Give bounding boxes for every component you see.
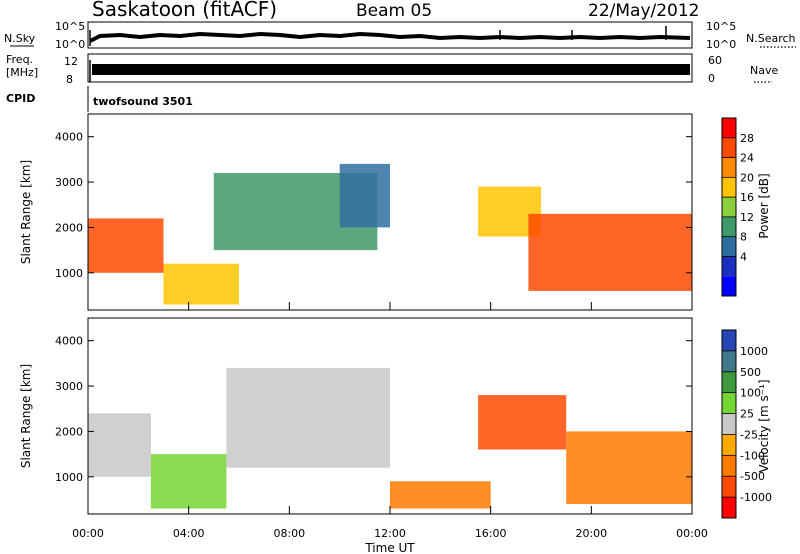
cpid-row: CPID twofsound 3501: [6, 86, 193, 112]
velocity-cbar-segment-6: [722, 455, 736, 477]
power-ytick-label-3: 1000: [55, 267, 83, 280]
nsearch-tick-bottom: 10^0: [706, 38, 736, 51]
velocity-band-2: [226, 367, 390, 468]
freq-label-line2: [MHz]: [6, 66, 38, 79]
power-colorbar-label: Power [dB]: [757, 173, 771, 238]
station-title: Saskatoon (fitACF): [92, 0, 277, 21]
power-ytick-label-1: 3000: [55, 176, 83, 189]
velocity-colorbar-label: Velocity [m s⁻¹]: [757, 379, 771, 472]
power-cbar-segment-4: [722, 197, 736, 217]
nsky-tick-top: 10^5: [55, 20, 85, 33]
velocity-ytick-label-2: 2000: [55, 425, 83, 438]
velocity-cbar-segment-4: [722, 413, 736, 435]
velocity-cbar-segment-3: [722, 392, 736, 414]
power-cbar-tick-label-0: 28: [740, 132, 754, 145]
power-heatmap: [88, 163, 692, 305]
velocity-colorbar: 1000 500 100 25 -25 -100 -500 -1000: [721, 329, 772, 519]
velocity-cbar-segment-2: [722, 371, 736, 393]
power-cbar-segment-6: [722, 236, 736, 257]
velocity-band-3: [390, 481, 491, 509]
power-cbar-tick-label-5: 8: [740, 231, 747, 244]
power-cbar-segment-0: [722, 118, 736, 138]
xtick-label-5: 20:00: [575, 527, 607, 540]
power-cbar-tick-label-6: 4: [740, 250, 747, 263]
x-axis-label: Time UT: [364, 541, 415, 554]
date-title: 22/May/2012: [588, 1, 700, 21]
velocity-cbar-segment-5: [722, 434, 736, 456]
velocity-panel: [87, 317, 693, 515]
power-panel: [87, 113, 693, 311]
xtick-label-4: 16:00: [475, 527, 507, 540]
power-cbar-segment-8: [722, 276, 736, 296]
nsky-panel: N.Sky 10^5 10^0 10^5 10^0 N.Search: [4, 20, 796, 51]
velocity-cbar-tick-label-2: 100: [740, 387, 761, 400]
cpid-value: twofsound 3501: [93, 95, 193, 108]
beam-title: Beam 05: [356, 1, 432, 21]
power-cbar-tick-label-2: 20: [740, 171, 754, 184]
nsearch-label: N.Search: [746, 32, 796, 45]
velocity-band-5: [566, 431, 692, 504]
freq-panel: Freq. [MHz] 12 8 60 0 Nave: [6, 53, 778, 86]
nsky-trace: [89, 31, 691, 43]
velocity-ytick-label-0: 4000: [55, 335, 83, 348]
velocity-band-4: [478, 395, 567, 450]
xtick-label-3: 12:00: [374, 527, 406, 540]
freq-tick-bottom: 8: [66, 73, 73, 86]
nsky-tick-bottom: 10^0: [55, 38, 85, 51]
velocity-cbar-tick-label-5: -100: [740, 449, 765, 462]
power-cbar-tick-label-3: 16: [740, 191, 754, 204]
power-cbar-segment-2: [722, 157, 736, 178]
velocity-band-0: [88, 413, 151, 477]
xtick-label-2: 08:00: [273, 527, 305, 540]
power-ytick-label-2: 2000: [55, 221, 83, 234]
power-ylabel: Slant Range [km]: [19, 160, 33, 264]
power-band-3: [339, 163, 390, 228]
power-band-0: [88, 218, 164, 273]
velocity-cbar-segment-7: [722, 476, 736, 498]
velocity-ylabel: Slant Range [km]: [19, 364, 33, 468]
xtick-label-1: 04:00: [173, 527, 205, 540]
axis-ticks: 4000 3000 2000 1000 4000 3000 2000 1000 00:00 04:…: [55, 131, 708, 540]
power-band-5: [528, 213, 692, 291]
nsearch-tick-top: 10^5: [706, 20, 736, 33]
power-cbar-segment-3: [722, 177, 736, 198]
velocity-cbar-frame: [721, 329, 737, 519]
cpid-label: CPID: [6, 92, 35, 105]
freq-trace: [92, 64, 690, 75]
velocity-cbar-segment-1: [722, 350, 736, 372]
velocity-band-1: [150, 454, 227, 509]
freq-tick-top: 12: [64, 55, 78, 68]
velocity-heatmap: [88, 367, 692, 509]
power-cbar-segment-5: [722, 216, 736, 237]
nave-label: Nave: [750, 64, 778, 77]
velocity-ytick-label-1: 3000: [55, 380, 83, 393]
power-ytick-label-0: 4000: [55, 131, 83, 144]
power-cbar-tick-label-4: 12: [740, 211, 754, 224]
freq-label-line1: Freq.: [6, 53, 33, 66]
velocity-cbar-tick-label-6: -500: [740, 470, 765, 483]
xtick-label-6: 00:00: [676, 527, 708, 540]
velocity-cbar-segment-8: [722, 497, 736, 518]
power-band-1: [163, 263, 239, 305]
velocity-cbar-tick-label-0: 1000: [740, 345, 768, 358]
nave-tick-bottom: 0: [708, 72, 715, 85]
velocity-ytick-label-3: 1000: [55, 471, 83, 484]
nave-tick-top: 60: [708, 54, 722, 67]
velocity-cbar-segment-0: [722, 330, 736, 351]
power-cbar-segment-1: [722, 137, 736, 158]
power-cbar-segment-7: [722, 256, 736, 277]
power-cbar-frame: [721, 117, 737, 297]
xtick-label-0: 00:00: [72, 527, 104, 540]
velocity-cbar-tick-label-4: -25: [740, 428, 758, 441]
nsky-label: N.Sky: [4, 32, 36, 45]
velocity-cbar-tick-label-7: -1000: [740, 491, 772, 504]
power-colorbar: 28 24 20 16 12 8 4: [721, 117, 754, 297]
velocity-cbar-tick-label-1: 500: [740, 366, 761, 379]
velocity-cbar-tick-label-3: 25: [740, 408, 754, 421]
power-cbar-tick-label-1: 24: [740, 152, 754, 165]
